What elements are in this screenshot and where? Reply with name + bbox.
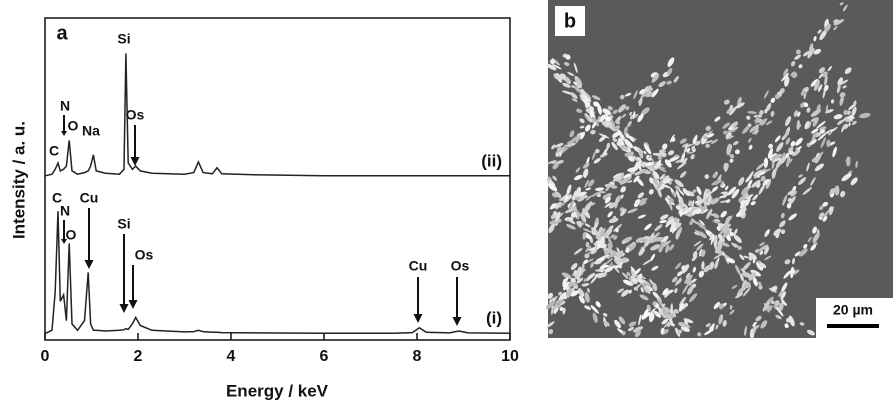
x-axis-label: Energy / keV xyxy=(226,381,329,400)
series-label: (ii) xyxy=(481,151,502,170)
element-label: Na xyxy=(82,123,100,139)
element-label: N xyxy=(60,98,70,114)
scale-bar-label: 20 µm xyxy=(833,302,873,318)
sem-background xyxy=(548,0,893,338)
arrow-head xyxy=(129,300,138,309)
spectrum-line xyxy=(45,211,510,333)
x-tick-label: 2 xyxy=(134,348,143,365)
x-tick-label: 8 xyxy=(413,348,422,365)
element-label: C xyxy=(49,143,59,159)
element-label: O xyxy=(66,227,77,243)
x-tick-label: 4 xyxy=(227,348,236,365)
panel-label: a xyxy=(56,22,68,44)
arrow-head xyxy=(453,317,462,326)
page: a Energy / keV Intensity / a. u. b 20 µm… xyxy=(0,0,893,403)
x-tick-label: 0 xyxy=(41,348,50,365)
x-tick-label: 6 xyxy=(320,348,329,365)
figure: a Energy / keV Intensity / a. u. b 20 µm… xyxy=(0,0,893,403)
sem-grain xyxy=(846,156,850,166)
element-label: Cu xyxy=(409,258,428,274)
panel-label: b xyxy=(564,10,576,32)
element-label: Si xyxy=(117,216,130,232)
x-tick-label: 10 xyxy=(501,348,519,365)
element-label: Os xyxy=(126,107,145,123)
plot-frame xyxy=(45,18,510,340)
element-label: O xyxy=(68,118,79,134)
series-label: (i) xyxy=(486,309,502,328)
y-axis-label: Intensity / a. u. xyxy=(9,121,28,239)
arrow-head xyxy=(61,131,67,136)
element-label: Cu xyxy=(80,190,99,206)
element-label: Si xyxy=(117,31,130,47)
arrow-head xyxy=(85,260,94,269)
arrow-head xyxy=(120,304,129,313)
element-label: N xyxy=(60,203,70,219)
arrow-head xyxy=(131,157,140,166)
spectrum-line xyxy=(45,53,510,175)
sem-image xyxy=(545,0,893,339)
arrow-head xyxy=(414,314,423,323)
element-label: Os xyxy=(451,258,470,274)
element-label: Os xyxy=(135,247,154,263)
